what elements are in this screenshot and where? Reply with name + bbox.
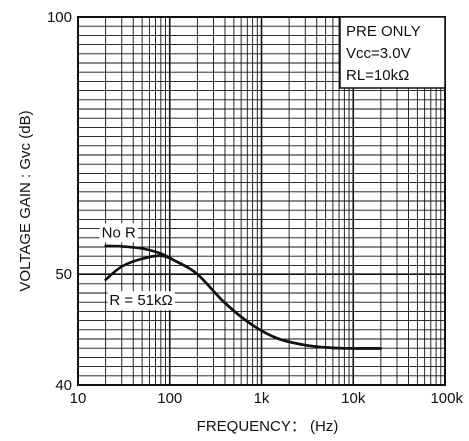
x-tick-label: 10k (341, 390, 366, 407)
series-line-r-51k (104, 254, 383, 350)
x-tick-label: 10 (70, 390, 87, 407)
legend-box: PRE ONLY Vcc=3.0V RL=10kΩ (339, 16, 446, 89)
label-background (107, 291, 175, 311)
grid (77, 16, 446, 386)
y-tick-label: 100 (47, 9, 72, 26)
y-tick-label: 40 (55, 377, 72, 394)
series-label-no-r: No R (102, 224, 136, 241)
x-axis-title: FREQUENCY： (Hz) (197, 418, 339, 435)
legend-line-1: PRE ONLY (346, 23, 421, 40)
y-tick-labels: 40 50 100 (47, 9, 72, 394)
x-tick-label: 1k (254, 390, 270, 407)
curves (104, 244, 383, 350)
plot-frame (77, 16, 446, 386)
y-tick-label: 50 (55, 266, 72, 283)
x-tick-labels: 10 100 1k 10k 100k (70, 390, 464, 407)
y-axis-title: VOLTAGE GAIN : Gvc (dB) (17, 110, 34, 291)
x-tick-label: 100 (157, 390, 182, 407)
label-background (99, 223, 138, 243)
legend-line-2: Vcc=3.0V (346, 45, 411, 62)
legend-line-3: RL=10kΩ (346, 67, 409, 84)
legend-box-frame (339, 16, 446, 89)
x-tick-label: 100k (430, 390, 463, 407)
series-label-r-51k: R = 51kΩ (109, 292, 172, 309)
